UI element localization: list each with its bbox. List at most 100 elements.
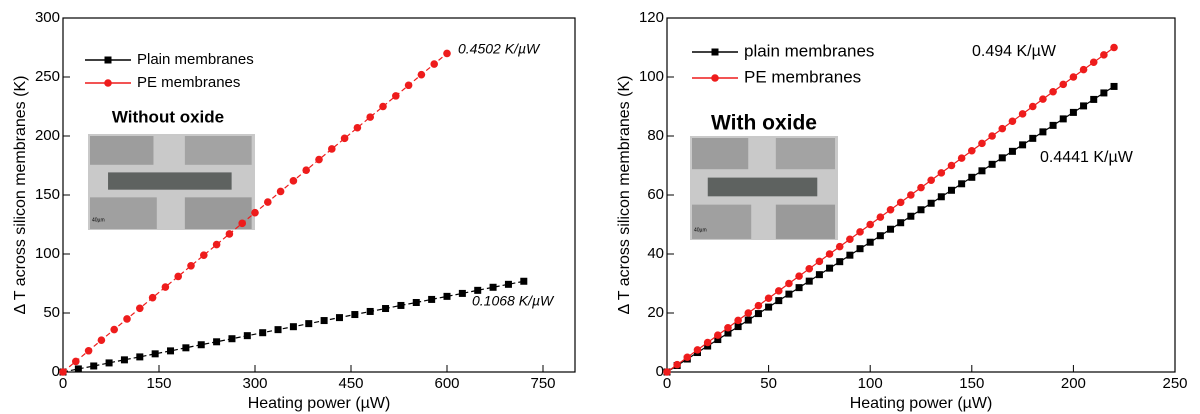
data-point [1089, 58, 1098, 67]
y-axis-label: Δ T across silicon membranes (K) [616, 76, 633, 315]
data-point [328, 145, 336, 153]
data-point [382, 305, 390, 313]
data-point [289, 177, 298, 185]
y-tick-label: 50 [43, 304, 60, 321]
data-point [148, 293, 157, 302]
data-point [197, 341, 205, 349]
membrane [707, 177, 818, 197]
data-point [1080, 102, 1088, 110]
data-point [988, 160, 996, 168]
data-point [428, 295, 436, 303]
data-point [1039, 95, 1047, 103]
data-point [212, 240, 221, 249]
data-point [351, 311, 359, 319]
data-point [825, 250, 834, 258]
y-tick-label: 250 [35, 68, 60, 85]
y-tick-label: 20 [647, 304, 664, 321]
x-tick-label: 750 [530, 375, 555, 392]
data-point [120, 356, 128, 364]
data-point [734, 316, 742, 325]
data-point [917, 183, 925, 192]
data-point [683, 353, 692, 362]
data-point [1069, 108, 1077, 116]
data-point [947, 186, 955, 194]
data-point [1008, 147, 1016, 155]
data-point [259, 329, 267, 337]
x-tick-label: 150 [146, 375, 171, 392]
data-point [958, 180, 966, 188]
slope-annotation: 0.494 K/µW [972, 43, 1057, 60]
data-point [795, 272, 803, 280]
data-point [1110, 43, 1118, 52]
data-point [1019, 141, 1027, 149]
data-point [504, 280, 512, 288]
data-point [866, 220, 874, 229]
inset-scale: 40µm [92, 217, 105, 223]
legend-marker [104, 56, 112, 64]
data-point [315, 155, 323, 164]
x-tick-label: 100 [858, 375, 883, 392]
data-point [714, 331, 722, 339]
data-point [876, 213, 885, 221]
data-point [724, 323, 732, 332]
data-point [927, 199, 935, 207]
y-tick-label: 200 [35, 127, 60, 144]
data-point [886, 205, 895, 214]
data-point [693, 346, 702, 354]
data-point [72, 357, 80, 366]
inset-scale: 40µm [694, 227, 707, 233]
pad [692, 204, 752, 239]
x-tick-label: 0 [663, 375, 671, 392]
x-tick-label: 200 [1061, 375, 1086, 392]
data-point [84, 346, 93, 355]
data-point [673, 360, 681, 369]
data-point [1079, 65, 1088, 74]
data-point [998, 154, 1006, 162]
y-tick-label: 80 [647, 127, 664, 144]
data-point [397, 301, 405, 309]
data-point [1008, 117, 1017, 126]
data-point [1110, 82, 1118, 90]
data-point [774, 287, 783, 295]
data-point [110, 325, 118, 334]
pad [90, 197, 157, 230]
x-tick-label: 150 [959, 375, 984, 392]
slope-annotation: 0.4441 K/µW [1040, 149, 1134, 166]
x-tick-label: 300 [242, 375, 267, 392]
data-point [151, 350, 159, 358]
data-point [353, 123, 362, 132]
data-point [836, 258, 844, 266]
data-point [907, 191, 915, 199]
y-tick-label: 120 [639, 9, 664, 26]
x-tick-label: 50 [760, 375, 777, 392]
data-point [167, 347, 175, 355]
data-point [1100, 51, 1108, 59]
x-tick-label: 450 [338, 375, 363, 392]
data-point [417, 70, 426, 79]
data-point [846, 251, 854, 259]
data-point [1029, 134, 1037, 142]
data-point [1049, 87, 1057, 96]
data-point [1069, 73, 1078, 81]
data-point [305, 320, 313, 328]
inset-image: 40µm [88, 134, 255, 230]
inset-title: With oxide [711, 112, 817, 135]
data-point [744, 309, 753, 317]
data-point [724, 329, 732, 337]
data-point [896, 198, 905, 207]
data-point [968, 173, 976, 181]
data-point [1049, 121, 1057, 129]
data-point [826, 264, 834, 272]
data-point [754, 301, 763, 310]
data-point [907, 212, 915, 220]
data-point [856, 245, 864, 253]
data-point [947, 161, 956, 170]
y-axis-label: Δ T across silicon membranes (K) [12, 76, 29, 315]
data-point [335, 314, 343, 322]
x-tick-label: 250 [1162, 375, 1187, 392]
data-point [412, 298, 420, 306]
data-point [785, 290, 793, 298]
data-point [663, 368, 671, 376]
data-point [734, 323, 742, 331]
legend-marker [711, 48, 719, 56]
